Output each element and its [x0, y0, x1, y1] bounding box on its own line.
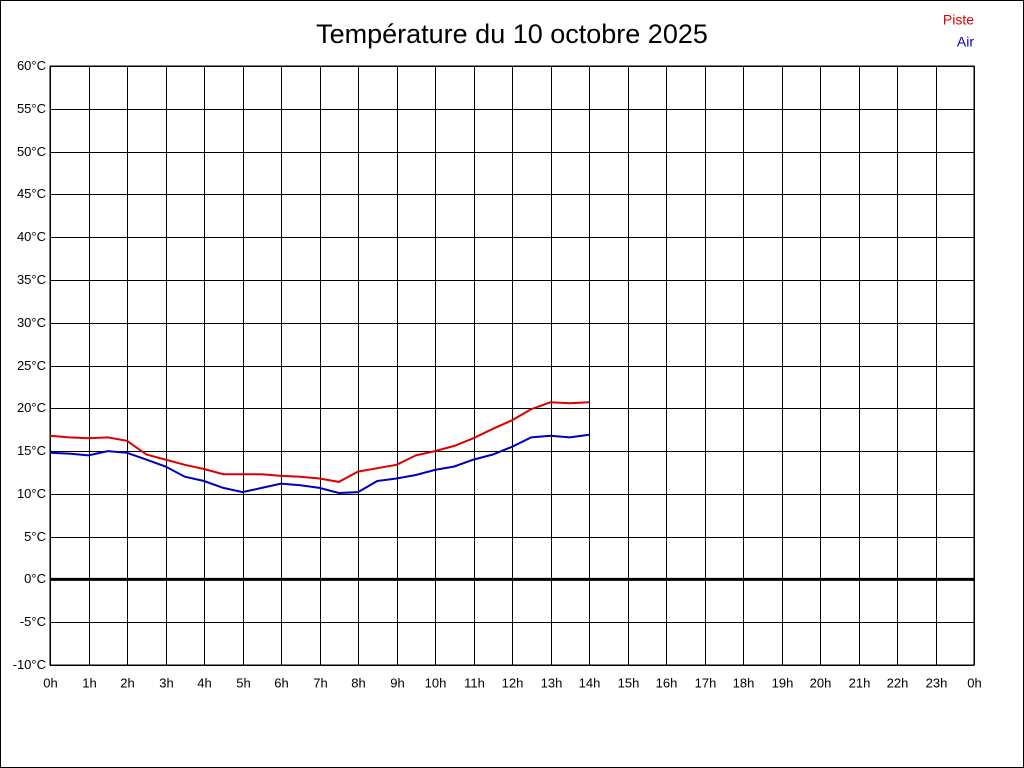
y-tick-label: 60°C	[17, 58, 46, 73]
x-tick-label: 18h	[733, 675, 755, 690]
x-tick-label: 17h	[695, 675, 717, 690]
series-line	[49, 433, 590, 495]
x-tick-label: 10h	[425, 675, 447, 690]
x-tick-label: 9h	[390, 675, 404, 690]
x-tick-label: 2h	[120, 675, 134, 690]
y-tick-label: 35°C	[17, 272, 46, 287]
x-tick-label: 6h	[274, 675, 288, 690]
x-tick-label: 23h	[926, 675, 948, 690]
y-tick-label: -10°C	[13, 657, 46, 672]
x-tick-label: 3h	[159, 675, 173, 690]
x-tick-label: 16h	[656, 675, 678, 690]
x-tick-label: 4h	[197, 675, 211, 690]
y-tick-label: 10°C	[17, 486, 46, 501]
x-tick-label: 11h	[464, 675, 485, 690]
x-tick-label: 14h	[579, 675, 601, 690]
x-tick-label: 15h	[618, 675, 640, 690]
y-tick-label: 0°C	[24, 571, 46, 586]
x-tick-label: 19h	[772, 675, 794, 690]
legend-label: Air	[957, 34, 974, 50]
y-tick-label: 5°C	[24, 529, 46, 544]
y-tick-label: 40°C	[17, 229, 46, 244]
y-tick-label: 20°C	[17, 400, 46, 415]
series-line	[49, 401, 590, 483]
y-tick-label: 55°C	[17, 101, 46, 116]
x-tick-label: 21h	[849, 675, 871, 690]
y-tick-label: 25°C	[17, 358, 46, 373]
x-tick-label: 5h	[236, 675, 250, 690]
y-tick-label: -5°C	[20, 614, 46, 629]
x-tick-label: 22h	[887, 675, 909, 690]
x-tick-label: 12h	[502, 675, 524, 690]
y-tick-label: 45°C	[17, 186, 46, 201]
x-tick-label: 20h	[810, 675, 832, 690]
x-tick-label: 7h	[313, 675, 327, 690]
chart-title: Température du 10 octobre 2025	[316, 19, 708, 49]
y-tick-label: 15°C	[17, 443, 46, 458]
x-tick-label: 0h	[43, 675, 57, 690]
x-tick-label: 1h	[82, 675, 96, 690]
legend-label: Piste	[943, 12, 974, 28]
x-tick-label: 8h	[351, 675, 365, 690]
x-tick-label: 0h	[967, 675, 981, 690]
y-tick-label: 50°C	[17, 144, 46, 159]
x-tick-label: 13h	[541, 675, 563, 690]
y-tick-label: 30°C	[17, 315, 46, 330]
